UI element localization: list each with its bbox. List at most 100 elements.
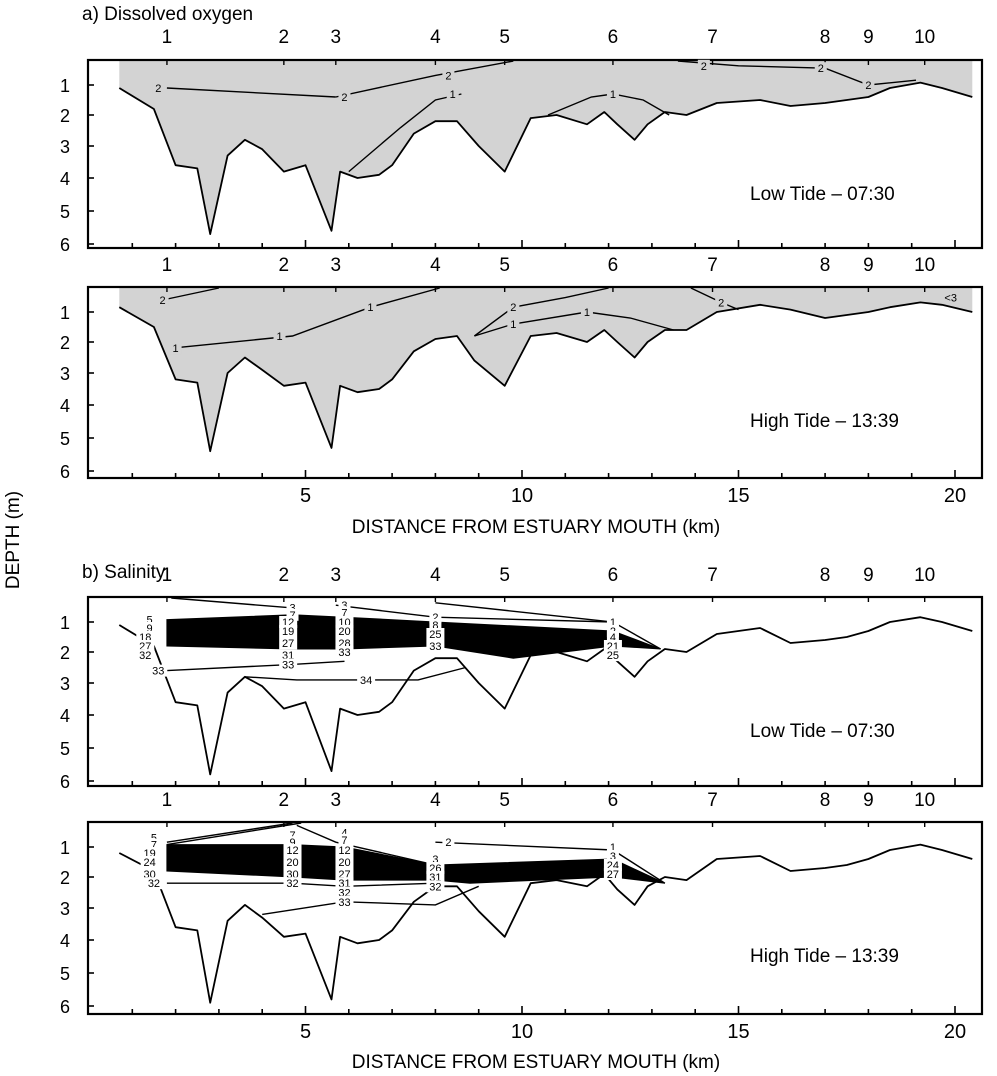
- contour-label: 1: [276, 331, 282, 343]
- contour-line-34: [244, 666, 466, 681]
- contour-label: 7: [341, 607, 347, 619]
- contour-label: 5: [151, 832, 157, 844]
- contour-label: 3: [432, 854, 438, 866]
- contour-label: 2: [445, 70, 451, 82]
- depth-tick-label: 5: [60, 429, 70, 449]
- contour-label-bg: [279, 649, 298, 662]
- contour-label-bg: [140, 868, 159, 880]
- station-label: 5: [499, 27, 510, 48]
- contour-label-bg: [283, 877, 302, 890]
- contour-label: 33: [338, 897, 350, 909]
- contour-label-bg: [426, 880, 445, 893]
- contour-label: 2: [341, 92, 347, 104]
- contour-label: 3: [610, 851, 616, 863]
- contour-label: 33: [338, 647, 350, 659]
- contour-label: 7: [289, 830, 295, 842]
- contour-label-bg: [283, 868, 302, 880]
- contour-label-bg: [603, 640, 622, 652]
- contour-line-2: [335, 60, 514, 98]
- contour-label-bg: [941, 291, 960, 304]
- contour-label-bg: [149, 664, 168, 677]
- station-label: 5: [499, 255, 510, 276]
- station-label: 5: [499, 790, 510, 811]
- x-tick-label: 5: [300, 1021, 311, 1043]
- contour-label-bg: [603, 868, 622, 880]
- station-label: 5: [499, 565, 510, 586]
- station-label: 10: [914, 27, 935, 48]
- depth-tick-label: 1: [60, 838, 70, 858]
- depth-tick-label: 4: [60, 169, 70, 189]
- contour-line-33: [166, 660, 345, 672]
- contour-label: 2: [718, 297, 724, 309]
- contour-label: 4: [341, 828, 347, 840]
- bed-profile: [118, 81, 973, 236]
- tide-annotation: High Tide – 13:39: [750, 946, 899, 967]
- panel-frame: [86, 820, 984, 1016]
- depth-tick-label: 1: [60, 76, 70, 96]
- contour-label-bg: [442, 69, 455, 82]
- contour-label: 1: [584, 307, 590, 319]
- contour-line-33: [262, 885, 479, 916]
- station-label: 8: [820, 565, 831, 586]
- panel-frame: [86, 595, 984, 788]
- station-label: 7: [707, 565, 718, 586]
- station-label: 6: [608, 790, 619, 811]
- contour-label: 7: [341, 835, 347, 847]
- contour-label-bg: [283, 856, 302, 868]
- contour-label-bg: [364, 301, 377, 314]
- contour-label: 9: [147, 623, 153, 635]
- contour-label: 20: [338, 857, 350, 869]
- x-tick-label: 15: [727, 485, 749, 507]
- contour-label-bg: [338, 91, 351, 103]
- contour-label-bg: [335, 856, 354, 868]
- depth-tick-label: 3: [60, 364, 70, 384]
- contour-line-2: [166, 87, 336, 98]
- x-tick-label: 10: [511, 485, 533, 507]
- contour-label-bg: [156, 294, 169, 306]
- contour-label: 25: [607, 650, 619, 662]
- station-label: 4: [430, 790, 441, 811]
- station-label: 9: [863, 27, 874, 48]
- contour-label: 5: [147, 615, 153, 627]
- station-label: 3: [331, 790, 342, 811]
- contour-label-bg: [507, 318, 520, 330]
- station-label: 3: [331, 565, 342, 586]
- contour-label-bg: [606, 88, 619, 100]
- bed-profile: [118, 616, 973, 776]
- x-tick-label: 20: [944, 485, 966, 507]
- contour-label: 3: [289, 603, 295, 615]
- contour-label: 3: [341, 600, 347, 612]
- depth-tick-label: 3: [60, 137, 70, 157]
- x-axis-label-top: DISTANCE FROM ESTUARY MOUTH (km): [352, 517, 720, 538]
- contour-label: 2: [701, 61, 707, 73]
- contour-label-bg: [152, 82, 165, 94]
- depth-tick-label: 4: [60, 931, 70, 951]
- panel-b-title: b) Salinity: [82, 562, 166, 583]
- contour-label: 33: [152, 666, 164, 678]
- depth-tick-label: 6: [60, 772, 70, 792]
- contour-label: 2: [432, 612, 438, 624]
- panel-2: 1 2 3 4 5 6 7 8 9 10 1 2 3 4 5 6 5 10 15 20 2 1 1 1 2 1 1 2 <3 High T…: [60, 255, 984, 507]
- contour-label: 1: [173, 343, 179, 355]
- depth-tick-label: 6: [60, 235, 70, 255]
- contour-label-bg: [603, 649, 622, 662]
- water-column-fill: [119, 61, 973, 235]
- panel-a-title: a) Dissolved oxygen: [82, 4, 253, 25]
- contour-label: 2: [865, 80, 871, 92]
- station-label: 7: [707, 790, 718, 811]
- contour-label-bg: [426, 640, 445, 652]
- contour-label-bg: [136, 640, 155, 652]
- contour-label: 1: [610, 89, 616, 101]
- contour-label: 33: [282, 659, 294, 671]
- contour-label-bg: [357, 673, 376, 686]
- contour-label: 1: [610, 842, 616, 854]
- tide-annotation: High Tide – 13:39: [750, 411, 899, 432]
- contour-label-bg: [335, 877, 354, 890]
- station-label: 2: [279, 27, 290, 48]
- contour-label: 1: [367, 302, 373, 314]
- contour-label: 12: [338, 845, 350, 857]
- station-label: 1: [162, 27, 173, 48]
- contour-label: 2: [510, 302, 516, 314]
